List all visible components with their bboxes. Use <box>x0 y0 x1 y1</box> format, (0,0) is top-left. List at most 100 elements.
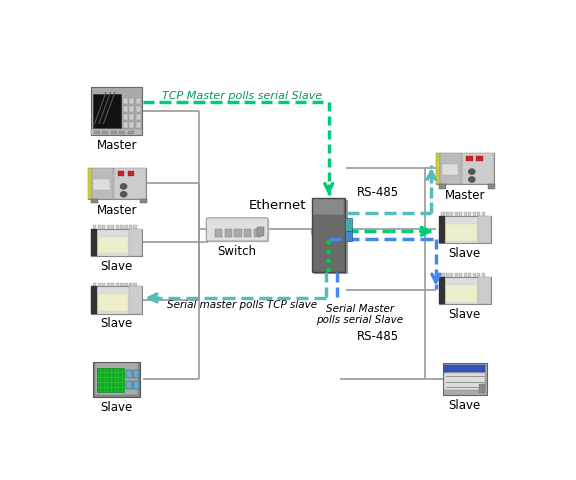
FancyBboxPatch shape <box>105 369 108 372</box>
FancyBboxPatch shape <box>91 87 142 135</box>
FancyBboxPatch shape <box>439 276 491 304</box>
FancyBboxPatch shape <box>482 273 484 277</box>
FancyBboxPatch shape <box>123 122 128 128</box>
FancyBboxPatch shape <box>123 114 128 120</box>
FancyBboxPatch shape <box>112 383 115 387</box>
FancyBboxPatch shape <box>215 228 222 237</box>
FancyBboxPatch shape <box>126 370 131 378</box>
FancyBboxPatch shape <box>464 273 467 277</box>
Text: RS-485: RS-485 <box>357 186 399 199</box>
FancyBboxPatch shape <box>455 212 458 216</box>
FancyBboxPatch shape <box>136 114 141 120</box>
FancyBboxPatch shape <box>105 383 108 387</box>
FancyBboxPatch shape <box>133 381 139 389</box>
FancyBboxPatch shape <box>119 378 122 382</box>
FancyBboxPatch shape <box>439 216 445 243</box>
FancyBboxPatch shape <box>98 283 101 286</box>
FancyBboxPatch shape <box>478 276 491 304</box>
FancyBboxPatch shape <box>119 131 126 134</box>
FancyBboxPatch shape <box>93 361 140 396</box>
FancyBboxPatch shape <box>439 216 491 243</box>
FancyBboxPatch shape <box>134 225 137 229</box>
FancyBboxPatch shape <box>119 373 122 377</box>
FancyBboxPatch shape <box>105 388 108 392</box>
FancyBboxPatch shape <box>93 179 109 190</box>
FancyBboxPatch shape <box>444 373 486 390</box>
FancyBboxPatch shape <box>134 283 137 286</box>
Text: Slave: Slave <box>449 308 481 321</box>
FancyBboxPatch shape <box>436 153 494 184</box>
Circle shape <box>120 184 127 189</box>
FancyBboxPatch shape <box>468 212 471 216</box>
FancyBboxPatch shape <box>120 225 123 229</box>
FancyBboxPatch shape <box>128 171 134 176</box>
FancyBboxPatch shape <box>116 369 118 372</box>
FancyBboxPatch shape <box>130 114 134 120</box>
FancyBboxPatch shape <box>108 388 111 392</box>
FancyBboxPatch shape <box>130 122 134 128</box>
FancyBboxPatch shape <box>126 381 131 389</box>
Text: Switch: Switch <box>218 245 257 258</box>
FancyBboxPatch shape <box>94 131 100 134</box>
FancyBboxPatch shape <box>108 369 111 372</box>
FancyBboxPatch shape <box>455 273 458 277</box>
FancyBboxPatch shape <box>101 383 104 387</box>
FancyBboxPatch shape <box>234 228 242 237</box>
Circle shape <box>327 259 331 263</box>
FancyBboxPatch shape <box>91 286 142 313</box>
FancyBboxPatch shape <box>118 171 124 176</box>
FancyBboxPatch shape <box>107 283 109 286</box>
FancyBboxPatch shape <box>206 218 268 241</box>
FancyBboxPatch shape <box>101 373 104 377</box>
FancyBboxPatch shape <box>459 212 463 216</box>
Text: Slave: Slave <box>101 401 132 414</box>
FancyBboxPatch shape <box>116 373 118 377</box>
FancyBboxPatch shape <box>102 225 105 229</box>
FancyBboxPatch shape <box>141 199 147 204</box>
FancyBboxPatch shape <box>98 378 100 382</box>
FancyBboxPatch shape <box>123 378 126 382</box>
FancyBboxPatch shape <box>439 184 446 189</box>
Text: Slave: Slave <box>101 260 132 273</box>
FancyBboxPatch shape <box>476 156 483 161</box>
FancyBboxPatch shape <box>123 373 126 377</box>
FancyBboxPatch shape <box>123 98 128 104</box>
Circle shape <box>327 241 331 244</box>
FancyBboxPatch shape <box>116 383 118 387</box>
FancyBboxPatch shape <box>120 283 123 286</box>
Circle shape <box>327 269 331 272</box>
FancyBboxPatch shape <box>129 225 132 229</box>
FancyBboxPatch shape <box>313 199 344 215</box>
FancyBboxPatch shape <box>98 383 100 387</box>
FancyBboxPatch shape <box>136 122 141 128</box>
FancyBboxPatch shape <box>444 365 486 372</box>
FancyBboxPatch shape <box>123 388 126 392</box>
FancyBboxPatch shape <box>345 218 352 231</box>
FancyBboxPatch shape <box>442 164 458 175</box>
FancyBboxPatch shape <box>98 373 100 377</box>
FancyBboxPatch shape <box>111 283 114 286</box>
Text: Slave: Slave <box>449 399 481 412</box>
FancyBboxPatch shape <box>345 230 352 241</box>
FancyBboxPatch shape <box>442 363 487 395</box>
Circle shape <box>120 192 127 197</box>
FancyBboxPatch shape <box>111 131 117 134</box>
FancyBboxPatch shape <box>91 130 142 135</box>
FancyBboxPatch shape <box>130 286 142 313</box>
FancyBboxPatch shape <box>477 212 480 216</box>
FancyBboxPatch shape <box>464 212 467 216</box>
Text: TCP Master polls serial Slave: TCP Master polls serial Slave <box>161 91 322 101</box>
FancyBboxPatch shape <box>111 225 114 229</box>
Text: Master: Master <box>96 204 137 216</box>
Circle shape <box>469 177 475 182</box>
Text: RS-485: RS-485 <box>357 330 399 343</box>
Text: Master: Master <box>96 139 137 152</box>
FancyBboxPatch shape <box>439 276 445 304</box>
FancyBboxPatch shape <box>116 378 118 382</box>
FancyBboxPatch shape <box>119 369 122 372</box>
FancyBboxPatch shape <box>88 168 146 199</box>
FancyBboxPatch shape <box>462 153 494 184</box>
FancyBboxPatch shape <box>446 273 449 277</box>
FancyBboxPatch shape <box>127 131 134 134</box>
FancyBboxPatch shape <box>112 373 115 377</box>
